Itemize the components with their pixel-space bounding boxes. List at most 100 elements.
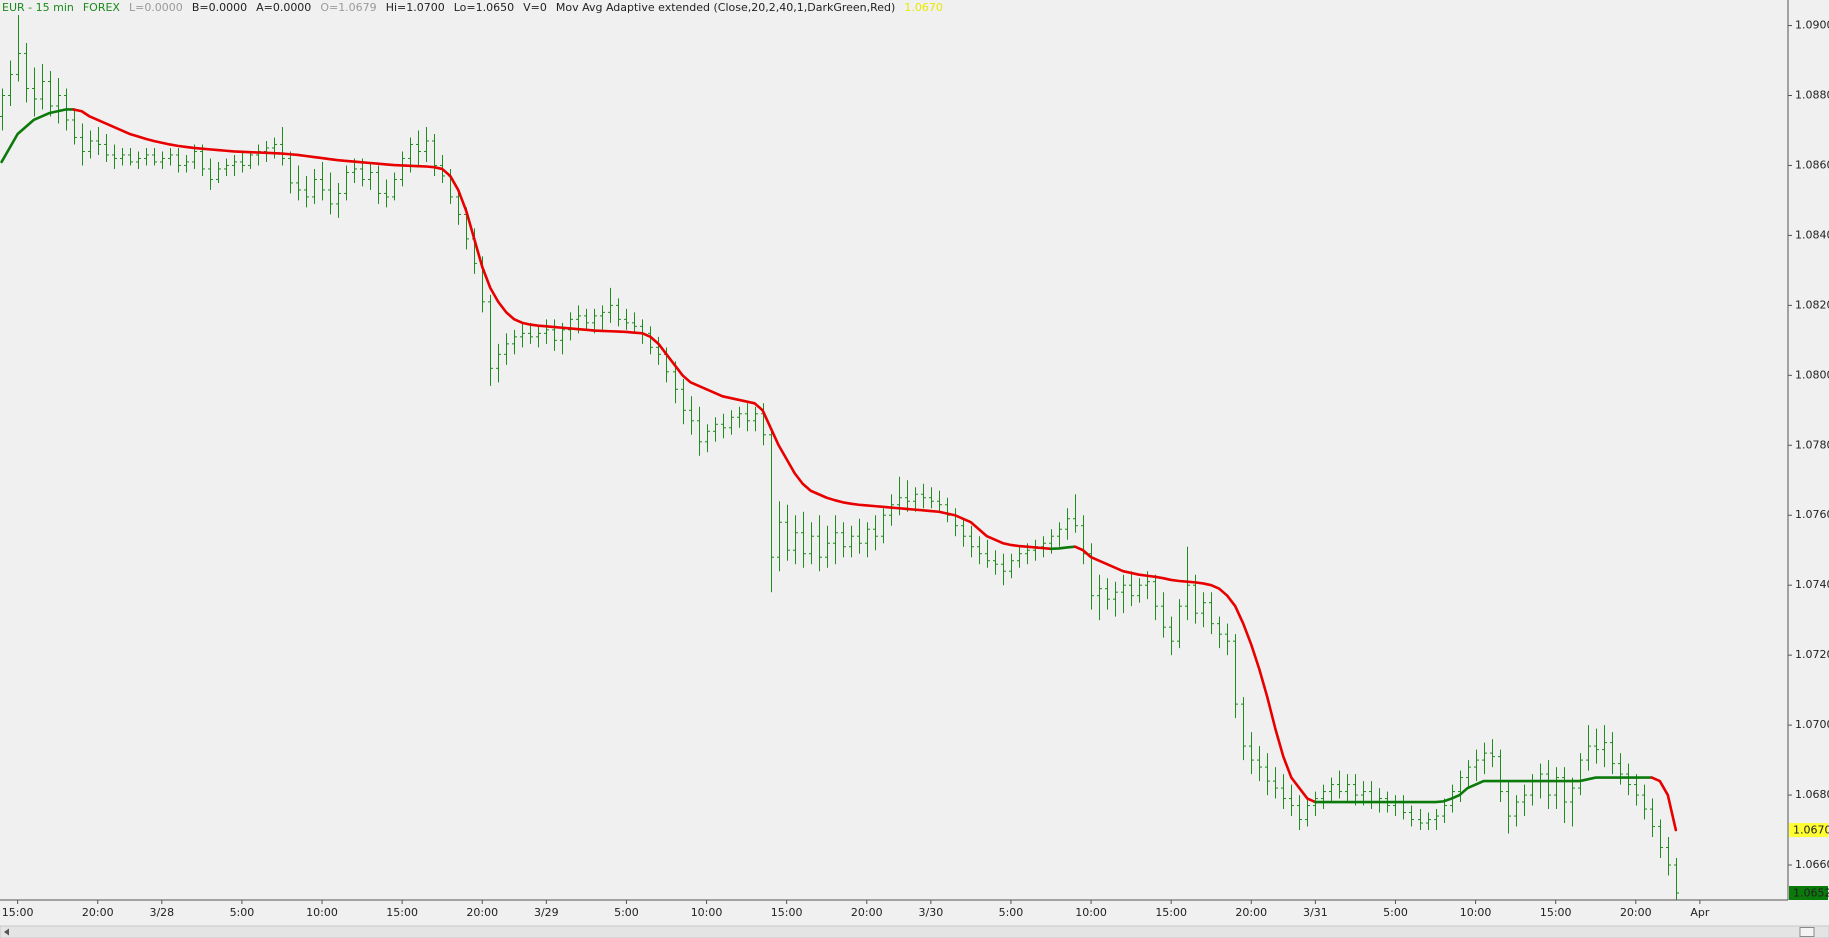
ohlc-bar (1209, 592, 1214, 635)
ohlc-bar (56, 78, 61, 124)
ohlc-bar (929, 487, 934, 509)
header-item: A=0.0000 (256, 1, 311, 14)
ohlc-bar (1169, 616, 1174, 656)
ohlc-bar (8, 60, 13, 106)
ohlc-bar (184, 154, 189, 173)
ohlc-bar (272, 137, 277, 159)
ohlc-bar (961, 518, 966, 547)
moving-average (1314, 776, 1654, 804)
ohlc-bar (392, 172, 397, 201)
ohlc-bar (32, 67, 37, 117)
ohlc-bar (296, 165, 301, 201)
ohlc-bar (1281, 774, 1286, 810)
ohlc-bar (1474, 749, 1479, 782)
ohlc-bar (512, 329, 517, 355)
ohlc-bar (833, 515, 838, 565)
ohlc-bar (1097, 574, 1102, 621)
ohlc-bar (16, 15, 21, 82)
ohlc-bar (504, 333, 509, 365)
ohlc-bar (1113, 581, 1118, 617)
ohlc-bar (72, 109, 77, 145)
ohlc-bar (328, 172, 333, 215)
price-tag-label: 1.0652 (1793, 887, 1829, 900)
ohlc-bar (528, 322, 533, 344)
ohlc-bar (1626, 763, 1631, 796)
ohlc-bar (648, 326, 653, 355)
ohlc-bar (224, 158, 229, 176)
x-tick-label: Apr (1690, 906, 1710, 919)
ohlc-bar (937, 490, 942, 512)
ohlc-bar (1233, 634, 1238, 719)
ohlc-bar (280, 126, 285, 166)
ohlc-bar (1642, 784, 1647, 820)
ohlc-bar (1313, 791, 1318, 817)
header-item: 1.0670 (904, 1, 943, 14)
ohlc-bar (1177, 599, 1182, 649)
ohlc-bar (905, 480, 910, 512)
ohlc-bar (1618, 753, 1623, 785)
ohlc-bar (168, 147, 173, 166)
y-tick-label: 1.0780 (1795, 438, 1829, 451)
ohlc-bar (496, 343, 501, 383)
ohlc-bar (841, 522, 846, 558)
ohlc-bar (1602, 725, 1607, 768)
ohlc-bar (777, 501, 782, 572)
ohlc-bar (1554, 767, 1559, 810)
ohlc-bar (0, 88, 5, 131)
ohlc-bar (1490, 739, 1495, 768)
ohlc-bar (1001, 553, 1006, 586)
ohlc-bar (745, 403, 750, 432)
ohlc-bar (104, 133, 109, 162)
ohlc-bar (1674, 858, 1679, 900)
price-tag (1789, 886, 1828, 901)
ohlc-bar (624, 308, 629, 330)
x-tick-label: 20:00 (466, 906, 498, 919)
scrollbar[interactable] (0, 925, 1829, 938)
y-tick-label: 1.0740 (1795, 578, 1829, 591)
ohlc-bar (120, 147, 125, 166)
y-tick-label: 1.0760 (1795, 508, 1829, 521)
header-item: Hi=1.0700 (386, 1, 445, 14)
ohlc-bar (913, 487, 918, 512)
x-tick-label: 5:00 (230, 906, 255, 919)
ohlc-bar (248, 151, 253, 169)
x-tick-label: 20:00 (1235, 906, 1267, 919)
plot-area (0, 15, 1679, 900)
x-tick-label: 5:00 (614, 906, 639, 919)
x-tick-label: 20:00 (82, 906, 114, 919)
ohlc-bar (1089, 543, 1094, 610)
ohlc-bar (40, 64, 45, 110)
ohlc-bar (793, 515, 798, 565)
ohlc-bar (176, 147, 181, 173)
y-tick-label: 1.0860 (1795, 158, 1829, 171)
y-tick-label: 1.0820 (1795, 298, 1829, 311)
ohlc-bar (1562, 767, 1567, 824)
ohlc-bar (208, 158, 213, 190)
ohlc-bar (1057, 522, 1062, 547)
ohlc-bar (1329, 777, 1334, 803)
ohlc-bar (753, 406, 758, 432)
ohlc-bar (536, 326, 541, 348)
ohlc-bar (1426, 812, 1431, 831)
ohlc-bar (24, 43, 29, 103)
x-tick-label: 20:00 (851, 906, 883, 919)
ohlc-bar (713, 417, 718, 442)
ohlc-bar (344, 165, 349, 201)
ohlc-bar (544, 319, 549, 344)
ohlc-bar (985, 539, 990, 568)
ohlc-bar (689, 396, 694, 435)
ohlc-bar (825, 525, 830, 568)
ohlc-bar (1129, 571, 1134, 607)
scroll-left-arrow[interactable] (4, 928, 9, 936)
header: EUR - 15 min FOREX L=0.0000 B=0.0000 A=0.000… (2, 1, 943, 14)
scroll-thumb[interactable] (1799, 927, 1815, 937)
ohlc-bar (1658, 819, 1663, 859)
ohlc-bar (1482, 742, 1487, 775)
ohlc-bar (96, 126, 101, 155)
ohlc-bar (1522, 784, 1527, 817)
scrollbar-track (0, 925, 1829, 938)
ohlc-bar (697, 406, 702, 456)
ohlc-bar (705, 424, 710, 453)
ohlc-bar (608, 287, 613, 323)
ohlc-bar (1153, 574, 1158, 621)
